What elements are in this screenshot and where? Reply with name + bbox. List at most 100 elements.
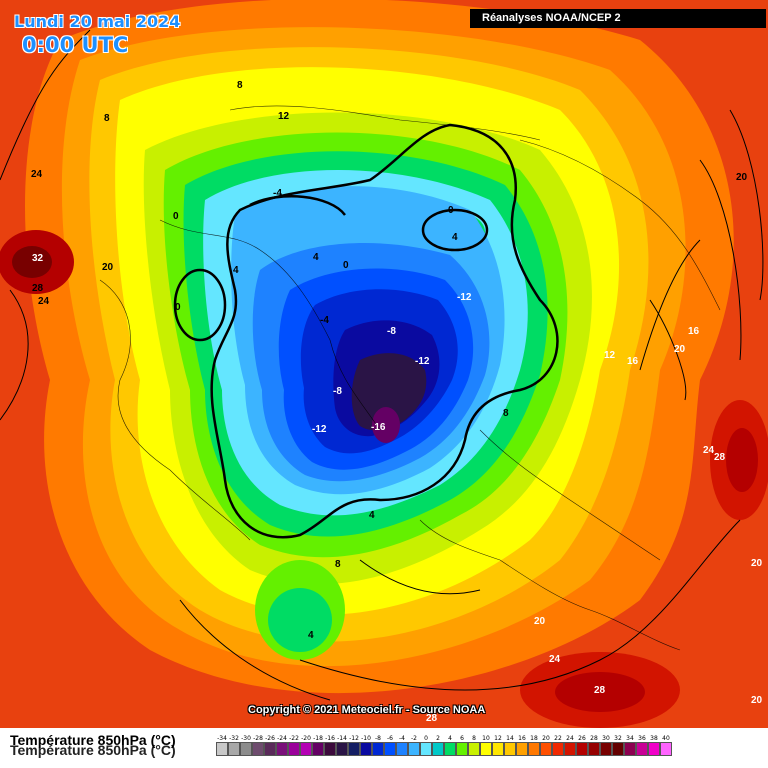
contour-label: 8 — [104, 113, 110, 124]
contour-label: 4 — [369, 510, 375, 521]
legend-swatch — [336, 742, 348, 756]
contour-label: 8 — [335, 559, 341, 570]
legend-swatch — [564, 742, 576, 756]
legend-label: -32 — [229, 735, 239, 742]
cold-core-minus16 — [372, 407, 400, 443]
legend-labels: -34 -32 -30 -28 -26 -24 -22 -20 -18 -16 -14 -12 -10-… — [216, 735, 672, 742]
footer-title-shadow: Température 850hPa (°C) — [10, 742, 176, 758]
legend-label: 24 — [566, 735, 574, 742]
contour-label: 24 — [31, 169, 43, 180]
contour-label: -4 — [273, 188, 282, 199]
legend-swatch — [360, 742, 372, 756]
legend-label: 36 — [638, 735, 646, 742]
contour-label: 8 — [503, 408, 509, 419]
legend-label: -28 — [253, 735, 263, 742]
contour-label: -16 — [371, 422, 386, 433]
legend-label: 34 — [626, 735, 634, 742]
band-indigo — [351, 353, 427, 431]
legend-swatch — [636, 742, 648, 756]
contour-label: 4 — [313, 252, 319, 263]
temperature-map: 8 12 8 24 20 32 28 24 20 -4 0 0 4 4 4 0 … — [0, 0, 768, 728]
legend-label: 32 — [614, 735, 622, 742]
legend-swatch — [468, 742, 480, 756]
contour-label: -12 — [312, 424, 327, 435]
contour-label: -12 — [415, 356, 430, 367]
legend-swatch — [588, 742, 600, 756]
contour-label: 4 — [452, 232, 458, 243]
legend-swatch — [456, 742, 468, 756]
map-time: 0:00 UTC — [22, 33, 129, 57]
legend-swatch — [540, 742, 552, 756]
contour-label: 20 — [751, 695, 763, 706]
legend-label: 40 — [662, 735, 670, 742]
legend-label: 12 — [494, 735, 502, 742]
source-label: Réanalyses NOAA/NCEP 2 — [470, 9, 766, 28]
contour-label: 0 — [175, 302, 181, 313]
footer-title: Température 850hPa (°C) — [10, 732, 176, 748]
contour-lines — [0, 29, 764, 701]
contour-label: 20 — [674, 344, 686, 355]
legend-swatch — [480, 742, 492, 756]
contour-label: 16 — [627, 356, 639, 367]
legend-label: 30 — [602, 735, 610, 742]
legend-label: 38 — [650, 735, 658, 742]
contour-label: 28 — [32, 283, 44, 294]
legend-label: -12 — [349, 735, 359, 742]
legend-label: -2 — [411, 735, 417, 742]
legend-swatch — [504, 742, 516, 756]
legend-label: 28 — [590, 735, 598, 742]
legend-swatches — [216, 742, 672, 756]
legend-label: -4 — [399, 735, 405, 742]
copyright-text: Copyright © 2021 Meteociel.fr - Source N… — [248, 704, 486, 716]
legend-label: 22 — [554, 735, 562, 742]
legend-label: -18 — [313, 735, 323, 742]
legend-swatch — [420, 742, 432, 756]
contour-label: 20 — [102, 262, 114, 273]
contour-label: 16 — [688, 326, 700, 337]
legend-swatch — [324, 742, 336, 756]
legend-label: -20 — [301, 735, 311, 742]
legend-swatch — [516, 742, 528, 756]
legend-swatch — [252, 742, 264, 756]
hot-pocket-east-core — [726, 428, 758, 492]
contour-label: 20 — [736, 172, 748, 183]
legend-label: 8 — [472, 735, 476, 742]
legend-label: 0 — [424, 735, 428, 742]
hot-pocket-west-core — [12, 246, 52, 278]
contour-label: -4 — [320, 315, 329, 326]
legend-label: 26 — [578, 735, 586, 742]
legend-swatch — [612, 742, 624, 756]
contour-label: 0 — [343, 260, 349, 271]
footer-bar: Température 850hPa (°C) Température 850h… — [0, 728, 768, 768]
contour-label: -12 — [457, 292, 472, 303]
legend-swatch — [396, 742, 408, 756]
contour-label: 12 — [278, 111, 290, 122]
legend-swatch — [552, 742, 564, 756]
legend-swatch — [228, 742, 240, 756]
legend-swatch — [492, 742, 504, 756]
legend-label: -26 — [265, 735, 275, 742]
legend-label: 20 — [542, 735, 550, 742]
contour-label: -8 — [387, 326, 396, 337]
legend-swatch — [444, 742, 456, 756]
legend-swatch — [372, 742, 384, 756]
map-date: Lundi 20 mai 2024 — [14, 12, 181, 31]
contour-label: 28 — [714, 452, 726, 463]
legend-swatch — [660, 742, 672, 756]
hot-pocket-south-core — [555, 672, 645, 712]
legend-swatch — [624, 742, 636, 756]
legend-swatch — [384, 742, 396, 756]
legend-label: -22 — [289, 735, 299, 742]
legend-label: 10 — [482, 735, 490, 742]
contour-label: 0 — [448, 205, 454, 216]
legend-swatch — [312, 742, 324, 756]
contour-label: 24 — [549, 654, 561, 665]
color-legend: -34 -32 -30 -28 -26 -24 -22 -20 -18 -16 -14 -12 -10-… — [216, 735, 672, 756]
contour-label: -8 — [333, 386, 342, 397]
contour-label: 0 — [173, 211, 179, 222]
legend-swatch — [264, 742, 276, 756]
contour-label: 28 — [426, 713, 438, 724]
legend-label: 4 — [448, 735, 452, 742]
legend-label: 18 — [530, 735, 538, 742]
legend-label: 2 — [436, 735, 440, 742]
